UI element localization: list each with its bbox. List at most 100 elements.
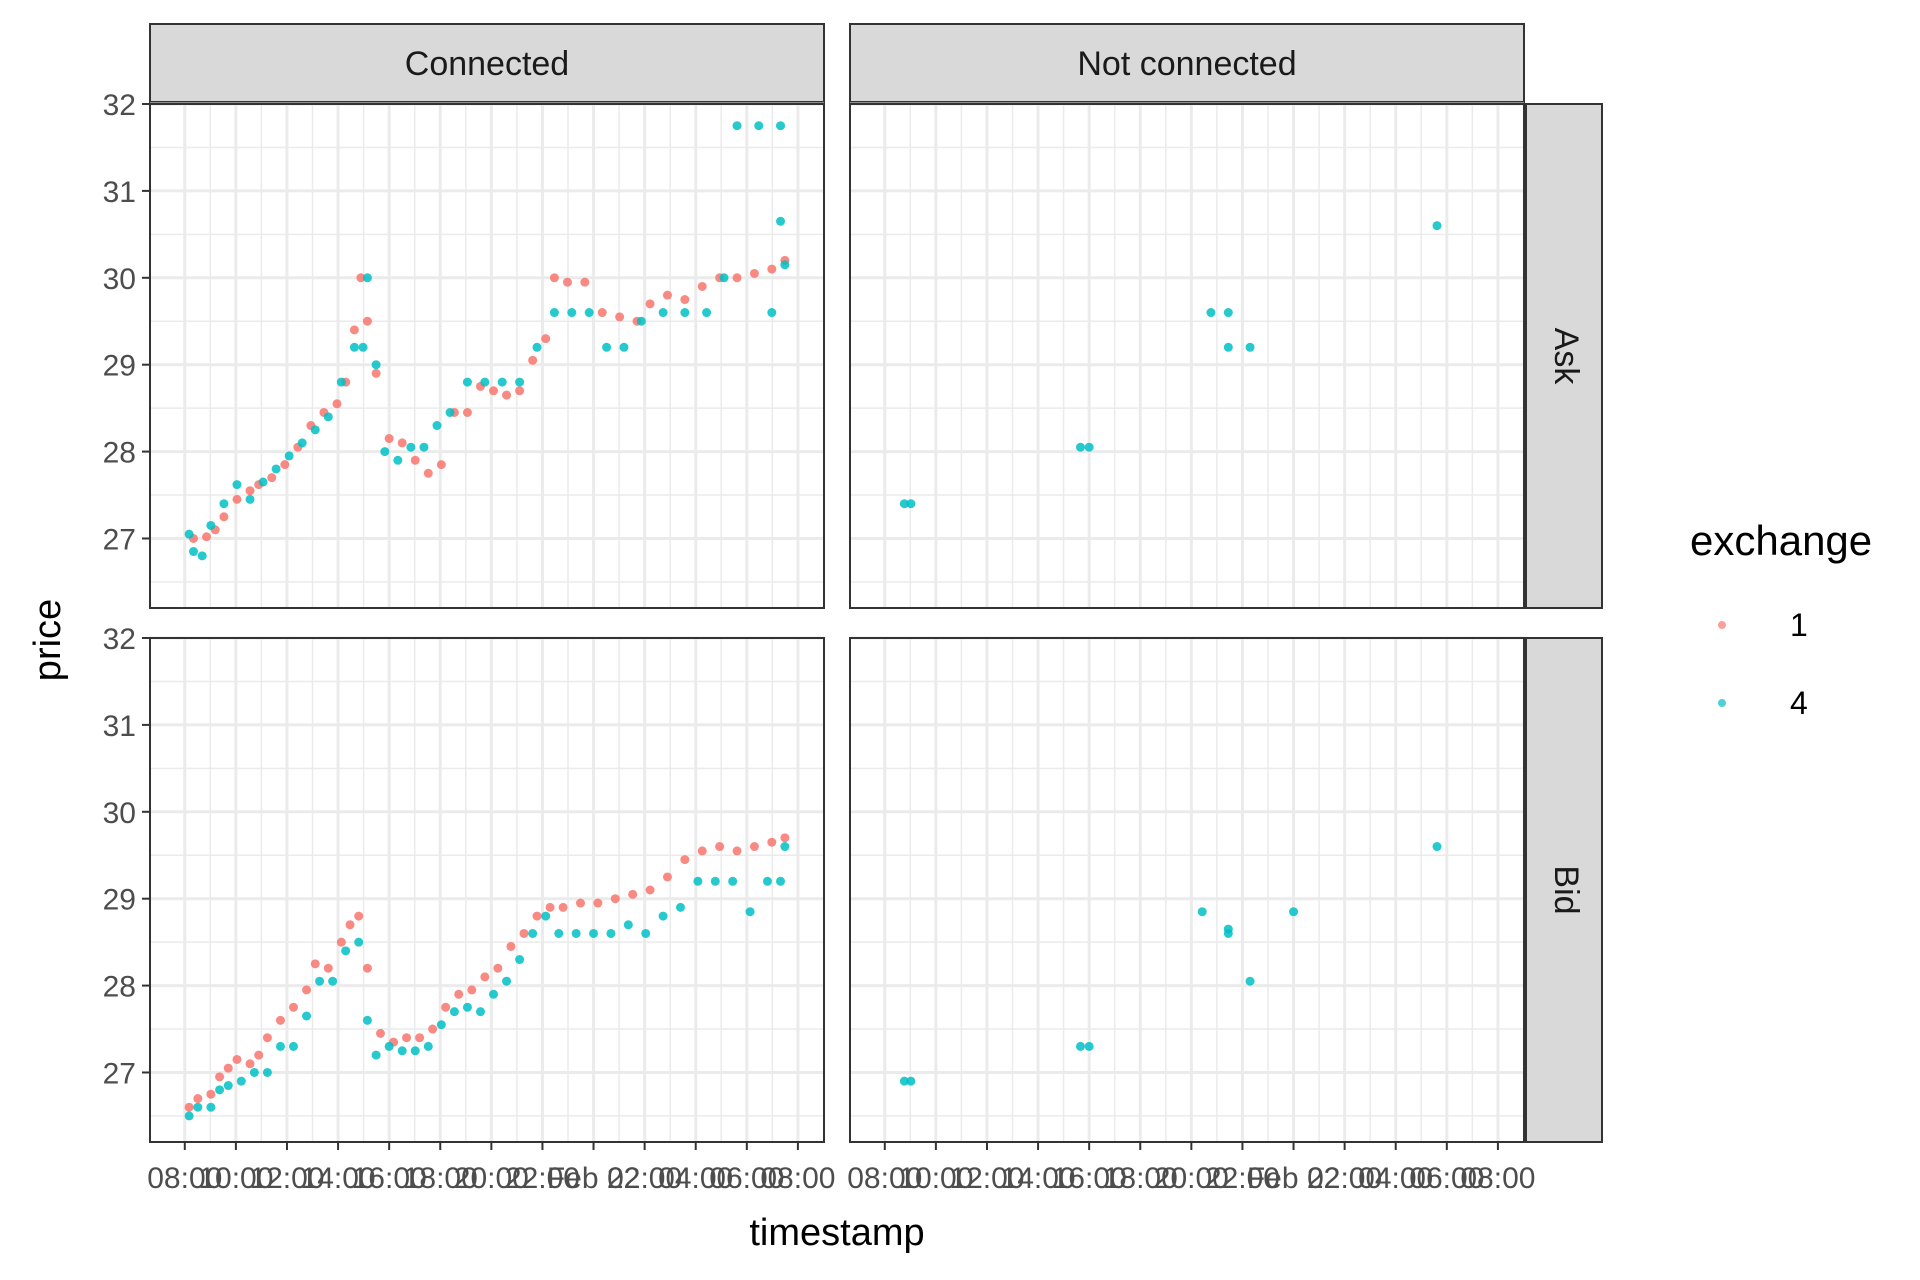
data-point-exchange-1 xyxy=(562,277,572,287)
data-point-exchange-1 xyxy=(462,407,472,417)
y-tick-label: 31 xyxy=(103,176,136,209)
data-point-exchange-1 xyxy=(732,846,742,856)
x-tick-label: 12:00 xyxy=(949,1162,1024,1195)
data-point-exchange-1 xyxy=(356,273,366,283)
data-point-exchange-1 xyxy=(441,1002,451,1012)
y-tick-label: 27 xyxy=(103,1057,136,1090)
data-point-exchange-4 xyxy=(384,1041,394,1051)
data-point-exchange-4 xyxy=(215,1085,225,1095)
data-point-exchange-1 xyxy=(615,312,625,322)
data-point-exchange-1 xyxy=(489,386,499,396)
data-point-exchange-4 xyxy=(354,937,364,947)
data-point-exchange-1 xyxy=(397,438,407,448)
data-point-exchange-1 xyxy=(323,963,333,973)
data-point-exchange-1 xyxy=(193,1094,203,1104)
data-point-exchange-1 xyxy=(680,855,690,865)
data-point-exchange-1 xyxy=(662,872,672,882)
data-point-exchange-4 xyxy=(184,529,194,539)
data-point-exchange-4 xyxy=(371,360,381,370)
x-tick-label: 06:00 xyxy=(1409,1162,1484,1195)
x-tick-label: 14:00 xyxy=(1001,1162,1076,1195)
data-point-exchange-4 xyxy=(393,455,403,465)
data-point-exchange-1 xyxy=(519,928,529,938)
data-point-exchange-4 xyxy=(1432,221,1442,231)
data-point-exchange-4 xyxy=(497,377,507,387)
data-point-exchange-1 xyxy=(749,842,759,852)
data-point-exchange-4 xyxy=(397,1046,407,1056)
legend-key-exchange-4 xyxy=(1718,699,1726,707)
data-point-exchange-4 xyxy=(584,308,594,318)
data-point-exchange-1 xyxy=(454,989,464,999)
data-point-exchange-4 xyxy=(436,1020,446,1030)
y-tick-label: 30 xyxy=(103,797,136,830)
data-point-exchange-1 xyxy=(354,911,364,921)
y-tick-label: 32 xyxy=(103,89,136,122)
data-point-exchange-1 xyxy=(493,963,503,973)
data-point-exchange-1 xyxy=(780,833,790,843)
data-point-exchange-4 xyxy=(619,342,629,352)
data-point-exchange-1 xyxy=(528,355,538,365)
data-point-exchange-4 xyxy=(288,1041,298,1051)
data-point-exchange-4 xyxy=(658,308,668,318)
panel-not-connected-ask xyxy=(849,102,1525,609)
data-point-exchange-1 xyxy=(332,399,342,409)
facet-column-label: Connected xyxy=(405,45,569,83)
data-point-exchange-4 xyxy=(232,480,242,490)
data-point-exchange-4 xyxy=(906,499,916,509)
data-point-exchange-1 xyxy=(480,972,490,982)
data-point-exchange-1 xyxy=(532,911,542,921)
x-axis-title: timestamp xyxy=(749,1212,924,1254)
data-point-exchange-1 xyxy=(767,837,777,847)
data-point-exchange-1 xyxy=(645,299,655,309)
data-point-exchange-4 xyxy=(323,412,333,422)
data-point-exchange-1 xyxy=(202,532,212,542)
facet-row-label: Ask xyxy=(1547,328,1585,386)
data-point-exchange-4 xyxy=(1206,308,1216,318)
data-point-exchange-1 xyxy=(645,885,655,895)
data-point-exchange-1 xyxy=(245,1059,255,1069)
x-tick-label: 14:00 xyxy=(301,1162,376,1195)
data-point-exchange-1 xyxy=(415,1033,425,1043)
data-point-exchange-4 xyxy=(680,308,690,318)
data-point-exchange-4 xyxy=(341,946,351,956)
data-point-exchange-4 xyxy=(328,976,338,986)
data-point-exchange-4 xyxy=(1197,907,1207,917)
data-point-exchange-1 xyxy=(215,1072,225,1082)
data-point-exchange-4 xyxy=(571,928,581,938)
data-point-exchange-4 xyxy=(676,902,686,912)
x-tick-label: 04:00 xyxy=(1358,1162,1433,1195)
data-point-exchange-4 xyxy=(249,1067,259,1077)
panel-border xyxy=(149,637,825,1143)
data-point-exchange-4 xyxy=(515,377,525,387)
panel-border xyxy=(849,637,1525,1143)
data-point-exchange-4 xyxy=(480,377,490,387)
data-point-exchange-4 xyxy=(449,1007,459,1017)
y-tick-label: 32 xyxy=(103,623,136,656)
data-point-exchange-1 xyxy=(515,386,525,396)
data-point-exchange-1 xyxy=(232,1054,242,1064)
facet-row-label: Bid xyxy=(1547,865,1585,914)
data-point-exchange-1 xyxy=(697,281,707,291)
data-point-exchange-1 xyxy=(362,963,372,973)
data-point-exchange-4 xyxy=(636,316,646,326)
panel-not-connected-bid xyxy=(849,636,1525,1143)
data-point-exchange-4 xyxy=(606,928,616,938)
panel-border xyxy=(149,103,825,609)
data-point-exchange-1 xyxy=(680,295,690,305)
data-point-exchange-1 xyxy=(749,268,759,278)
data-point-exchange-1 xyxy=(384,434,394,444)
data-point-exchange-4 xyxy=(462,377,472,387)
data-point-exchange-4 xyxy=(710,876,720,886)
data-point-exchange-4 xyxy=(728,876,738,886)
data-point-exchange-1 xyxy=(541,334,551,344)
x-tick-label: 02:00 xyxy=(607,1162,682,1195)
data-point-exchange-4 xyxy=(1245,342,1255,352)
panel-connected-ask xyxy=(149,102,825,609)
x-tick-label: 06:00 xyxy=(709,1162,784,1195)
data-point-exchange-4 xyxy=(780,260,790,270)
data-point-exchange-1 xyxy=(345,920,355,930)
data-point-exchange-1 xyxy=(223,1063,233,1073)
y-tick-label: 29 xyxy=(103,884,136,917)
x-tick-label: 04:00 xyxy=(658,1162,733,1195)
